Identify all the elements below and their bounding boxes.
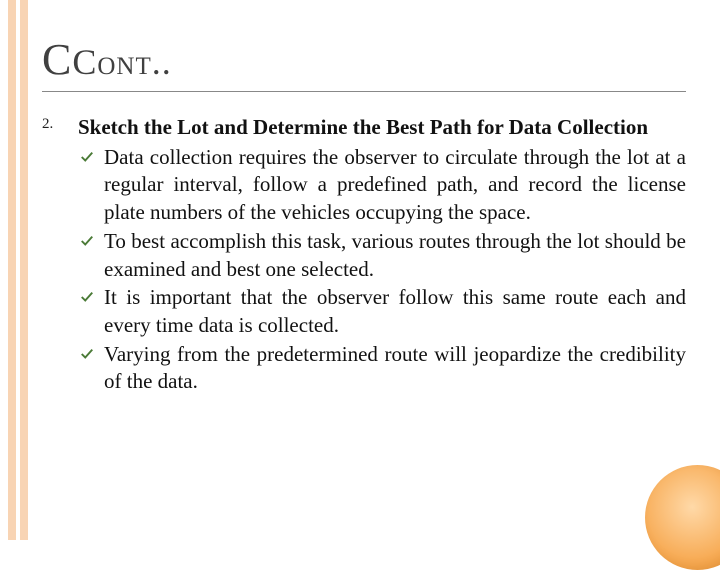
bullet-text: To best accomplish this task, various ro… <box>104 229 686 281</box>
check-icon <box>80 234 94 248</box>
page-title: CCont.. <box>42 34 686 92</box>
check-icon <box>80 150 94 164</box>
check-icon <box>80 347 94 361</box>
check-icon <box>80 290 94 304</box>
list-item: Data collection requires the observer to… <box>78 144 686 227</box>
title-text: Cont.. <box>72 42 171 82</box>
bullet-text: It is important that the observer follow… <box>104 285 686 337</box>
list-item: To best accomplish this task, various ro… <box>78 228 686 283</box>
main-column: Sketch the Lot and Determine the Best Pa… <box>78 114 686 397</box>
accent-circle <box>645 465 720 570</box>
bullet-text: Data collection requires the observer to… <box>104 145 686 224</box>
left-stripe-1 <box>8 0 16 540</box>
bullet-text: Varying from the predetermined route wil… <box>104 342 686 394</box>
list-item: Varying from the predetermined route wil… <box>78 341 686 396</box>
section-heading: Sketch the Lot and Determine the Best Pa… <box>78 114 686 142</box>
left-stripe-2 <box>20 0 28 540</box>
bullet-list: Data collection requires the observer to… <box>78 144 686 396</box>
list-item: It is important that the observer follow… <box>78 284 686 339</box>
list-number: 2. <box>42 114 60 133</box>
slide-content: CCont.. 2. Sketch the Lot and Determine … <box>42 34 686 397</box>
body-row: 2. Sketch the Lot and Determine the Best… <box>42 114 686 397</box>
